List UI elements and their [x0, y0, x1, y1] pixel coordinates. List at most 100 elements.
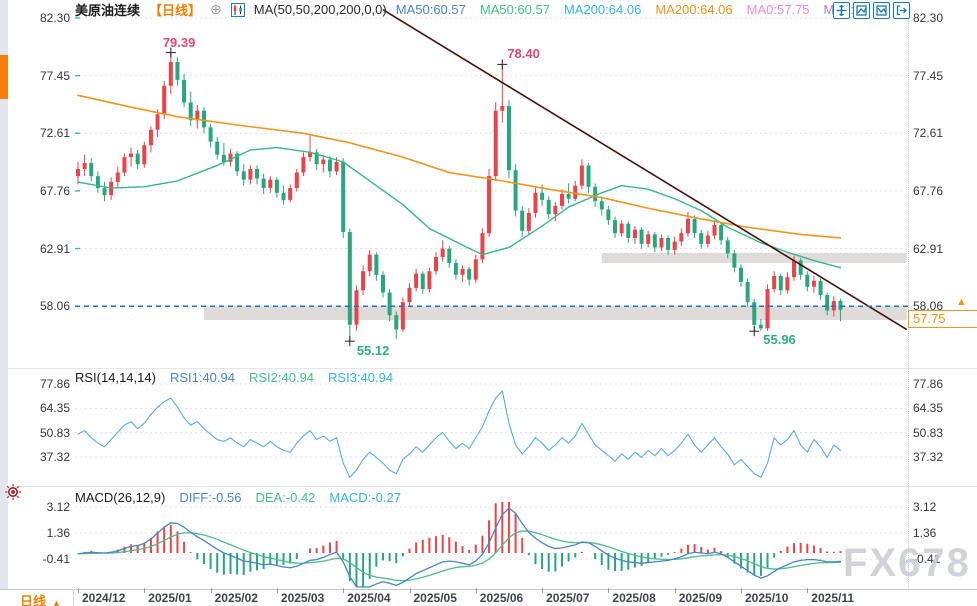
exit-icon[interactable] — [893, 2, 910, 19]
macd-panel-separator — [0, 486, 977, 487]
macd-histogram-group — [83, 502, 842, 587]
month-tick — [78, 588, 79, 593]
month-label: 2025/05 — [413, 591, 457, 605]
month-tick — [741, 588, 742, 593]
macd-value-label: DIFF:-0.56 — [179, 490, 242, 505]
main-axis-label-right: 67.76 — [913, 183, 944, 198]
month-label: 2025/08 — [612, 591, 656, 605]
ma200-line — [77, 94, 842, 239]
marker-sun-icon[interactable] — [4, 483, 22, 506]
main-axis-label-right: 82.30 — [913, 11, 944, 25]
rsi-axis-label-right: 50.83 — [913, 425, 944, 440]
watermark: FX678 — [843, 541, 971, 585]
period-tag[interactable]: 【日线】 — [149, 3, 202, 18]
month-label: 2025/06 — [479, 591, 524, 605]
month-tick — [608, 588, 610, 593]
month-tick — [343, 588, 345, 593]
macd-title[interactable]: MACD(26,12,9) — [75, 490, 166, 505]
macd-axis-label-right: -0.41 — [913, 552, 941, 567]
month-label: 2025/03 — [280, 591, 325, 605]
rsi-axis-label-right: 37.32 — [913, 449, 944, 464]
macd-axis-label-left: 1.36 — [46, 525, 70, 540]
rsi-axis-label-right: 64.35 — [913, 401, 944, 416]
price-annotation: 55.12 — [356, 343, 390, 359]
month-label: 2025/10 — [745, 591, 789, 605]
rsi-axis-label-left: 50.83 — [39, 425, 70, 440]
month-tick — [674, 588, 676, 593]
month-tick — [276, 588, 278, 593]
month-tick — [475, 588, 477, 593]
main-axis-label-left: 82.30 — [39, 11, 70, 25]
main-axis-label-right: 77.45 — [913, 68, 944, 83]
window-controls — [833, 2, 910, 19]
rsi-axis-label-left: 37.32 — [39, 449, 70, 464]
ma-value-label: MA50:60.57 — [395, 2, 466, 17]
gridlines — [75, 17, 908, 560]
price-alert-arrow-icon: ▲ — [956, 296, 967, 308]
ma-settings-label[interactable]: MA(50,50,200,200,0,0) — [253, 2, 387, 17]
scale-x-icon[interactable] — [853, 2, 870, 19]
rsi-header: RSI(14,14,14) RSI1:40.94 RSI2:40.94 RSI3:4… — [75, 370, 393, 385]
pan-icon[interactable] — [833, 2, 850, 19]
price-annotation: 55.96 — [763, 332, 796, 348]
add-indicator-icon[interactable]: ⊕ — [210, 1, 222, 17]
symbol-title: 美原油连续 — [75, 3, 141, 18]
main-axis-label-left: 77.45 — [39, 68, 70, 83]
month-label: 2025/09 — [678, 591, 723, 605]
last-price-box: 57.75 — [908, 310, 977, 328]
period-label: 日线 — [20, 594, 47, 606]
month-label: 2024/12 — [82, 591, 126, 605]
support-band — [203, 306, 907, 321]
month-tick — [542, 588, 544, 593]
month-label: 2025/07 — [546, 591, 590, 605]
period-selector[interactable]: 日线 ▲ — [20, 591, 61, 606]
ma-value-label: MA200:64.06 — [655, 2, 733, 17]
macd-axis-label-right: 1.36 — [913, 525, 937, 540]
main-axis-label-right: 62.91 — [913, 241, 944, 256]
rsi-axis-label-left: 64.35 — [39, 401, 70, 416]
ma-values-group: MA50:60.57 MA50:60.57 MA200:64.06 MA200:64.… — [396, 2, 861, 17]
month-label: 2025/04 — [347, 591, 391, 605]
annotation-crosses — [165, 47, 760, 347]
macd-axis-label-left: 3.12 — [46, 500, 70, 515]
sidebar-orange-tab[interactable] — [0, 55, 8, 99]
macd-axis-label-right: 3.12 — [913, 500, 937, 515]
price-annotation: 78.40 — [507, 46, 540, 62]
price-annotation: 79.39 — [162, 34, 196, 50]
rsi-axis-label-right: 77.86 — [913, 377, 944, 391]
macd-value-label: DEA:-0.42 — [255, 490, 316, 505]
candle-chart-icon — [230, 2, 245, 17]
main-axis-label-left: 72.61 — [39, 126, 70, 141]
scale-y-icon[interactable] — [873, 2, 890, 19]
macd-value-label: MACD:-0.27 — [329, 490, 401, 505]
ma-value-label: MA50:60.57 — [479, 2, 550, 17]
macd-axis-label-left: -0.41 — [42, 552, 70, 567]
month-tick — [210, 588, 212, 593]
macd-header: MACD(26,12,9) DIFF:-0.56 DEA:-0.42 MACD:-0… — [75, 490, 401, 505]
rsi-line — [77, 390, 842, 478]
dea-line — [77, 530, 842, 582]
month-tick — [409, 588, 411, 593]
bottom-bar-separator — [73, 589, 74, 606]
rsi-panel-separator — [0, 368, 977, 369]
support-bands — [203, 252, 907, 321]
rsi-value-label: RSI1:40.94 — [169, 370, 235, 385]
ma-value-label: MA0:57.75 — [746, 2, 810, 17]
rsi-title[interactable]: RSI(14,14,14) — [75, 370, 156, 385]
month-tick — [144, 588, 146, 593]
ma-value-label: MA200:64.06 — [563, 2, 642, 17]
descending-trendline[interactable] — [382, 8, 908, 331]
macd-values-group: DIFF:-0.56 DEA:-0.42 MACD:-0.27 — [179, 490, 401, 505]
main-axis-label-left: 58.06 — [39, 299, 70, 314]
main-axis-label-left: 62.91 — [39, 241, 70, 256]
support-band — [601, 252, 907, 263]
left-sidebar-strip — [0, 0, 8, 606]
main-axis-label-right: 72.61 — [913, 126, 944, 141]
main-axis-label-right: 58.06 — [913, 299, 944, 314]
period-up-arrow-icon: ▲ — [52, 598, 61, 606]
chart-header: 美原油连续 【日线】 ⊕ MA(50,50,200,200,0,0) MA50:… — [75, 1, 861, 18]
rsi-value-label: RSI3:40.94 — [328, 370, 394, 385]
rsi-values-group: RSI1:40.94 RSI2:40.94 RSI3:40.94 — [170, 370, 393, 385]
